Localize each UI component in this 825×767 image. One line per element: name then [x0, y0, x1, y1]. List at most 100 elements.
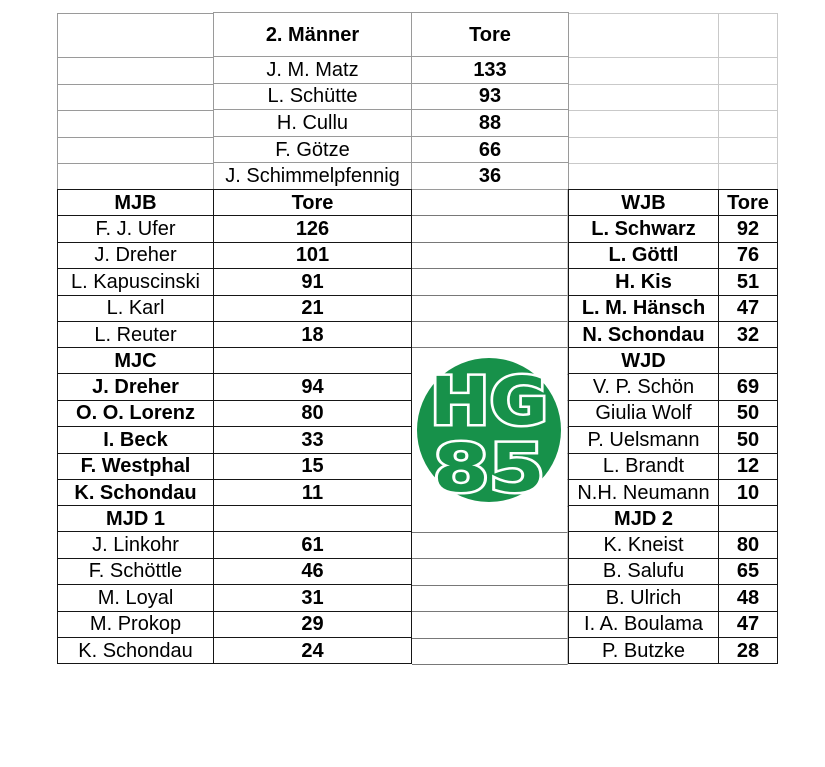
player-name-cell[interactable]: J. Dreher — [58, 374, 214, 401]
tore-value-cell[interactable]: 10 — [719, 479, 778, 507]
empty-cell[interactable] — [719, 14, 778, 58]
tore-header-cell[interactable] — [214, 348, 412, 375]
tore-value-cell[interactable]: 94 — [214, 374, 412, 401]
player-name-cell[interactable]: K. Schondau — [58, 637, 214, 665]
tore-value-cell[interactable]: 93 — [412, 83, 569, 111]
tore-value-cell[interactable]: 11 — [214, 479, 412, 507]
player-name-cell[interactable]: L. Kapuscinski — [58, 269, 214, 296]
tore-value-cell[interactable]: 24 — [214, 637, 412, 665]
tore-value-cell[interactable]: 21 — [214, 295, 412, 322]
player-name-cell[interactable]: F. Schöttle — [58, 558, 214, 586]
section-title-cell[interactable]: MJD 2 — [569, 506, 719, 533]
tore-value-cell[interactable]: 126 — [214, 216, 412, 243]
empty-cell[interactable] — [58, 84, 214, 112]
player-name-cell[interactable]: N. Schondau — [569, 321, 719, 349]
player-name-cell[interactable]: K. Schondau — [58, 479, 214, 507]
empty-cell[interactable] — [412, 269, 568, 296]
empty-cell[interactable] — [719, 111, 778, 138]
section-title-cell[interactable]: MJD 1 — [58, 506, 214, 533]
player-name-cell[interactable]: J. Linkohr — [58, 532, 214, 559]
player-name-cell[interactable]: F. Westphal — [58, 453, 214, 480]
player-name-cell[interactable]: L. Reuter — [58, 321, 214, 349]
tore-header-cell[interactable]: Tore — [719, 190, 778, 217]
player-name-cell[interactable]: B. Ulrich — [569, 585, 719, 612]
empty-cell[interactable] — [569, 164, 719, 191]
tore-value-cell[interactable]: 101 — [214, 242, 412, 270]
tore-value-cell[interactable]: 66 — [412, 136, 569, 164]
tore-value-cell[interactable]: 50 — [719, 427, 778, 454]
empty-cell[interactable] — [412, 612, 568, 639]
player-name-cell[interactable]: L. Schwarz — [569, 216, 719, 243]
tore-value-cell[interactable]: 91 — [214, 269, 412, 296]
tore-value-cell[interactable]: 12 — [719, 453, 778, 480]
tore-value-cell[interactable]: 36 — [412, 163, 569, 190]
player-name-cell[interactable]: Giulia Wolf — [569, 400, 719, 428]
tore-header-cell[interactable] — [719, 506, 778, 533]
player-name-cell[interactable]: O. O. Lorenz — [58, 400, 214, 428]
tore-header-cell[interactable]: Tore — [412, 13, 569, 57]
tore-value-cell[interactable]: 76 — [719, 242, 778, 270]
player-name-cell[interactable]: F. Götze — [214, 136, 412, 164]
player-name-cell[interactable]: L. Göttl — [569, 242, 719, 270]
empty-cell[interactable] — [412, 585, 568, 613]
empty-cell[interactable] — [412, 533, 568, 560]
player-name-cell[interactable]: F. J. Ufer — [58, 216, 214, 243]
player-name-cell[interactable]: L. Karl — [58, 295, 214, 322]
tore-value-cell[interactable]: 65 — [719, 558, 778, 586]
tore-value-cell[interactable]: 61 — [214, 532, 412, 559]
empty-cell[interactable] — [719, 137, 778, 165]
player-name-cell[interactable]: H. Cullu — [214, 110, 412, 137]
player-name-cell[interactable]: J. Dreher — [58, 242, 214, 270]
section-title-cell[interactable]: WJD — [569, 348, 719, 375]
tore-value-cell[interactable]: 47 — [719, 295, 778, 322]
player-name-cell[interactable]: M. Prokop — [58, 611, 214, 638]
empty-cell[interactable] — [719, 84, 778, 112]
tore-value-cell[interactable]: 46 — [214, 558, 412, 586]
tore-value-cell[interactable]: 32 — [719, 321, 778, 349]
empty-cell[interactable] — [58, 14, 214, 58]
tore-value-cell[interactable]: 80 — [214, 400, 412, 428]
player-name-cell[interactable]: I. Beck — [58, 427, 214, 454]
empty-cell[interactable] — [58, 164, 214, 191]
player-name-cell[interactable]: L. Brandt — [569, 453, 719, 480]
section-title-cell[interactable]: MJB — [58, 190, 214, 217]
tore-value-cell[interactable]: 18 — [214, 321, 412, 349]
player-name-cell[interactable]: B. Salufu — [569, 558, 719, 586]
player-name-cell[interactable]: L. Schütte — [214, 83, 412, 111]
empty-cell[interactable] — [569, 58, 719, 85]
empty-cell[interactable] — [569, 14, 719, 58]
tore-value-cell[interactable]: 29 — [214, 611, 412, 638]
empty-cell[interactable] — [412, 506, 568, 534]
tore-value-cell[interactable]: 80 — [719, 532, 778, 559]
empty-cell[interactable] — [412, 559, 568, 586]
tore-header-cell[interactable]: Tore — [214, 190, 412, 217]
tore-header-cell[interactable] — [214, 506, 412, 533]
tore-value-cell[interactable]: 28 — [719, 637, 778, 665]
section-title-cell[interactable]: MJC — [58, 348, 214, 375]
player-name-cell[interactable]: I. A. Boulama — [569, 611, 719, 638]
player-name-cell[interactable]: J. M. Matz — [214, 57, 412, 84]
empty-cell[interactable] — [58, 58, 214, 85]
section-title-cell[interactable]: WJB — [569, 190, 719, 217]
tore-value-cell[interactable]: 48 — [719, 585, 778, 612]
player-name-cell[interactable]: L. M. Hänsch — [569, 295, 719, 322]
tore-value-cell[interactable]: 33 — [214, 427, 412, 454]
player-name-cell[interactable]: P. Uelsmann — [569, 427, 719, 454]
empty-cell[interactable] — [569, 84, 719, 112]
empty-cell[interactable] — [58, 137, 214, 165]
empty-cell[interactable] — [719, 164, 778, 191]
tore-header-cell[interactable] — [719, 348, 778, 375]
tore-value-cell[interactable]: 88 — [412, 110, 569, 137]
tore-value-cell[interactable]: 51 — [719, 269, 778, 296]
empty-cell[interactable] — [412, 295, 568, 322]
empty-cell[interactable] — [412, 216, 568, 243]
tore-value-cell[interactable]: 50 — [719, 400, 778, 428]
player-name-cell[interactable]: K. Kneist — [569, 532, 719, 559]
tore-value-cell[interactable]: 15 — [214, 453, 412, 480]
empty-cell[interactable] — [412, 190, 568, 217]
tore-value-cell[interactable]: 47 — [719, 611, 778, 638]
empty-cell[interactable] — [412, 242, 568, 270]
tore-value-cell[interactable]: 133 — [412, 57, 569, 84]
tore-value-cell[interactable]: 69 — [719, 374, 778, 401]
player-name-cell[interactable]: J. Schimmelpfennig — [214, 163, 412, 190]
